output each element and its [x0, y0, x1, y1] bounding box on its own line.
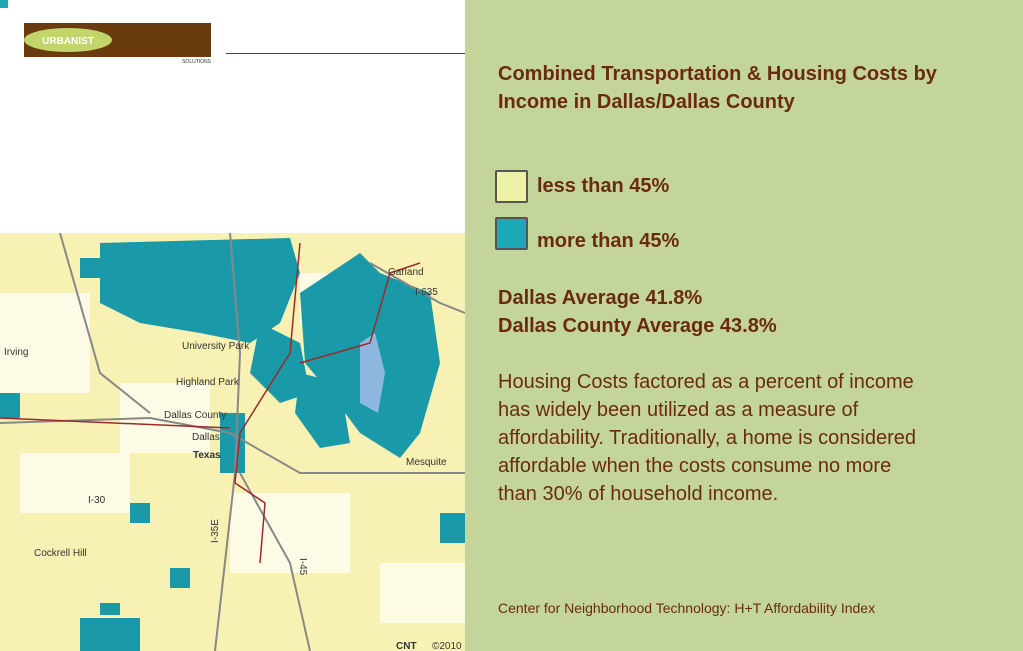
legend-label: less than 45%: [537, 175, 670, 197]
map-credit: CNT: [396, 641, 417, 651]
average: Dallas County Average 43.8%: [498, 315, 777, 337]
map-label: University Park: [182, 341, 250, 352]
legend-swatch: [495, 170, 528, 203]
map-label: Mesquite: [406, 457, 447, 468]
map-label: I-45: [297, 558, 308, 576]
map-label: Texas: [193, 450, 221, 461]
map-label: Dallas: [192, 432, 220, 443]
map-label: I-35E: [210, 519, 221, 543]
map-label: Cockrell Hill: [34, 548, 87, 559]
logo-tagline: SOLUTIONS: [182, 59, 212, 65]
average: Dallas Average 41.8%: [498, 287, 703, 309]
body-text: Housing Costs factored as a percent of i…: [498, 371, 916, 505]
logo: URBANIST SOLUTIONS: [24, 23, 212, 65]
map-year: ©2010: [432, 641, 462, 651]
source: Center for Neighborhood Technology: H+T …: [498, 600, 876, 616]
map-label: Dallas County: [164, 410, 226, 421]
legend-swatch: [495, 217, 528, 250]
map: Garland I-635 Irving University Park Hig…: [0, 233, 465, 651]
title: Combined Transportation & Housing Costs …: [498, 63, 937, 113]
divider: [226, 53, 465, 54]
map-label: Garland: [388, 267, 424, 278]
map-label: Highland Park: [176, 377, 240, 388]
map-label: Irving: [4, 347, 28, 358]
logo-name: URBANIST: [42, 36, 94, 47]
legend-label: more than 45%: [537, 230, 680, 252]
corner-mark: [0, 0, 8, 8]
map-label: I-30: [88, 495, 106, 506]
info-panel: [465, 0, 1023, 651]
map-label: I-635: [415, 287, 438, 298]
